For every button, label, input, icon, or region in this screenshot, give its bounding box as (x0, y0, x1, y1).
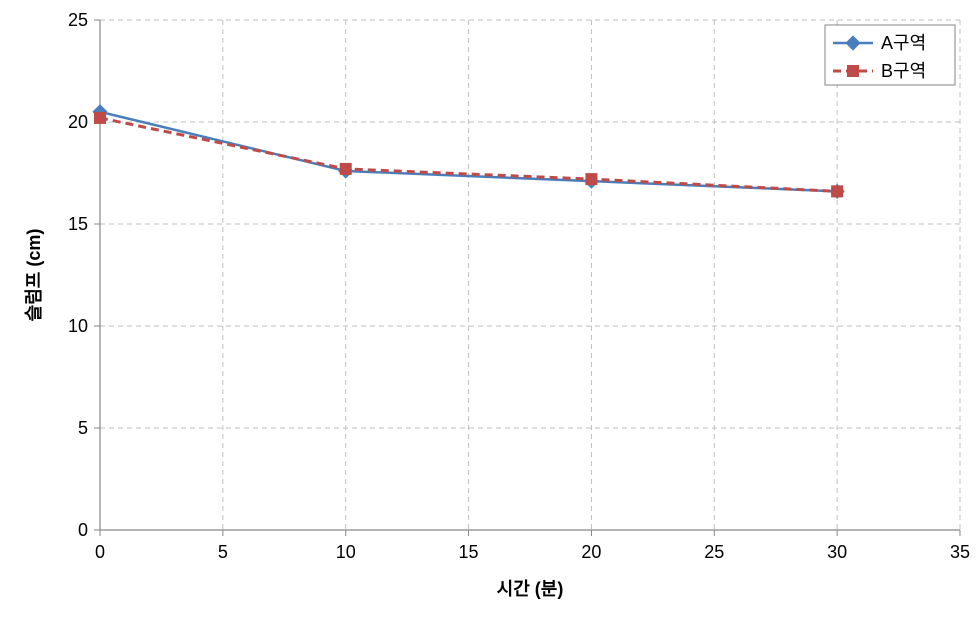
y-tick-label: 15 (68, 214, 88, 234)
x-tick-label: 20 (581, 542, 601, 562)
y-tick-label: 25 (68, 10, 88, 30)
marker-square (586, 174, 597, 185)
x-tick-label: 0 (95, 542, 105, 562)
y-axis-label: 슬럼프 (cm) (24, 229, 44, 322)
y-tick-label: 10 (68, 316, 88, 336)
x-tick-label: 15 (459, 542, 479, 562)
legend-label: A구역 (881, 33, 926, 53)
x-axis-label: 시간 (분) (497, 579, 564, 599)
x-tick-label: 5 (218, 542, 228, 562)
x-tick-label: 25 (704, 542, 724, 562)
line-chart: 0 5 10 15 20 25 30 35 0 5 10 15 20 25 시간 (분) 슬럼프 (cm) A구… (0, 0, 977, 638)
chart-container: 0 5 10 15 20 25 30 35 0 5 10 15 20 25 시간 (분) 슬럼프 (cm) A구… (0, 0, 977, 638)
marker-square (95, 112, 106, 123)
marker-square (848, 66, 859, 77)
marker-square (340, 163, 351, 174)
y-tick-label: 5 (78, 418, 88, 438)
y-tick-label: 0 (78, 520, 88, 540)
x-tick-label: 10 (336, 542, 356, 562)
x-tick-label: 30 (827, 542, 847, 562)
y-tick-label: 20 (68, 112, 88, 132)
x-tick-label: 35 (950, 542, 970, 562)
legend-label: B구역 (881, 61, 926, 81)
marker-square (832, 186, 843, 197)
